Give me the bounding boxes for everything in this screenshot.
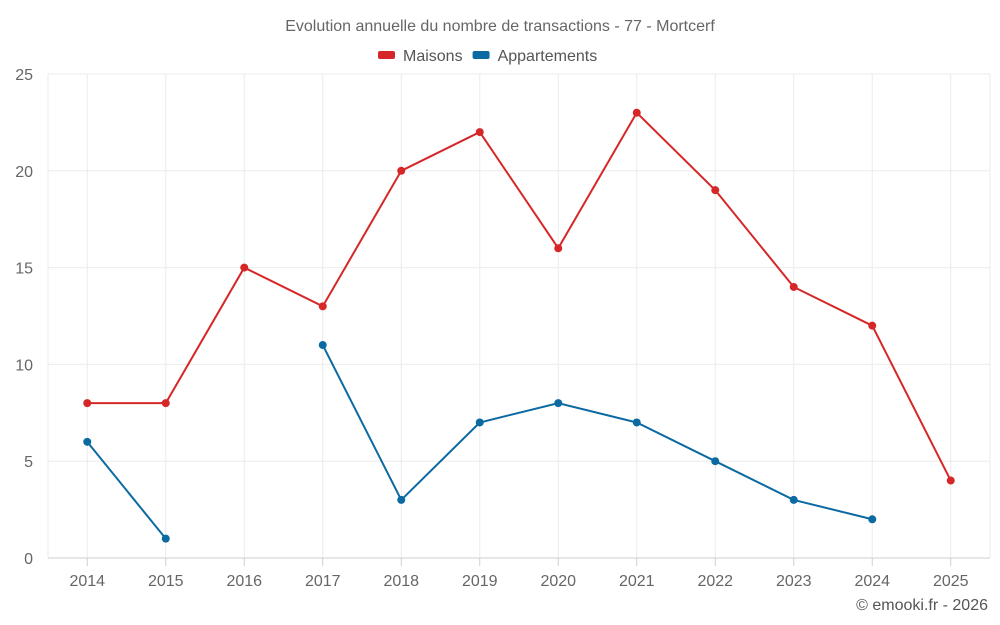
data-point-maisons	[318, 302, 327, 311]
legend: Maisons Appartements	[378, 48, 597, 65]
legend-label-maisons: Maisons	[403, 48, 463, 65]
x-tick-label: 2021	[619, 573, 655, 590]
legend-swatch-maisons	[378, 51, 395, 59]
data-point-maisons	[397, 166, 406, 175]
data-point-maisons	[554, 244, 563, 253]
y-tick-label: 10	[15, 357, 33, 374]
data-point-appartements	[868, 515, 877, 524]
x-tick-label: 2016	[226, 573, 262, 590]
data-point-appartements	[632, 418, 641, 427]
x-tick-label: 2014	[69, 573, 105, 590]
data-point-maisons	[83, 399, 92, 408]
grid	[47, 73, 991, 558]
series-group	[83, 108, 955, 543]
x-tick-label: 2019	[462, 573, 498, 590]
data-point-maisons	[789, 282, 798, 291]
data-point-maisons	[946, 476, 955, 485]
data-point-appartements	[83, 437, 92, 446]
x-tick-label: 2024	[854, 573, 890, 590]
legend-swatch-appartements	[472, 51, 490, 59]
y-tick-label: 15	[15, 261, 33, 278]
y-tick-label: 25	[15, 67, 33, 84]
y-axis: 0 5 10 15 20 25	[15, 67, 33, 568]
data-point-appartements	[711, 457, 720, 466]
data-point-maisons	[475, 128, 484, 137]
x-tick-label: 2017	[305, 573, 341, 590]
data-point-maisons	[711, 186, 720, 195]
x-tick-label: 2020	[540, 573, 576, 590]
data-point-maisons	[161, 399, 170, 408]
data-point-appartements	[161, 534, 170, 543]
series-line-maisons	[87, 111, 952, 482]
y-tick-label: 5	[24, 454, 33, 471]
series-maisons	[83, 108, 955, 485]
data-point-appartements	[475, 418, 484, 427]
series-line-appartements	[86, 441, 167, 540]
x-tick-label: 2022	[697, 573, 733, 590]
chart-title: Evolution annuelle du nombre de transact…	[285, 18, 715, 35]
y-tick-label: 20	[15, 164, 33, 181]
data-point-appartements	[789, 495, 798, 504]
data-point-maisons	[868, 321, 877, 330]
x-tick-label: 2018	[383, 573, 419, 590]
series-appartements	[83, 341, 877, 543]
x-tick-label: 2025	[933, 573, 969, 590]
data-point-appartements	[554, 399, 563, 408]
credit-text: © emooki.fr - 2026	[856, 597, 988, 614]
data-point-maisons	[240, 263, 249, 272]
data-point-appartements	[397, 495, 406, 504]
legend-label-appartements: Appartements	[498, 48, 598, 65]
x-tick-label: 2015	[148, 573, 184, 590]
x-axis: 2014 2015 2016 2017 2018 2019 2020 2021 2022 2023…	[48, 557, 990, 590]
x-tick-label: 2023	[776, 573, 812, 590]
data-point-appartements	[318, 341, 327, 350]
data-point-maisons	[632, 108, 641, 117]
series-line-appartements	[321, 344, 873, 521]
y-tick-label: 0	[24, 551, 33, 568]
